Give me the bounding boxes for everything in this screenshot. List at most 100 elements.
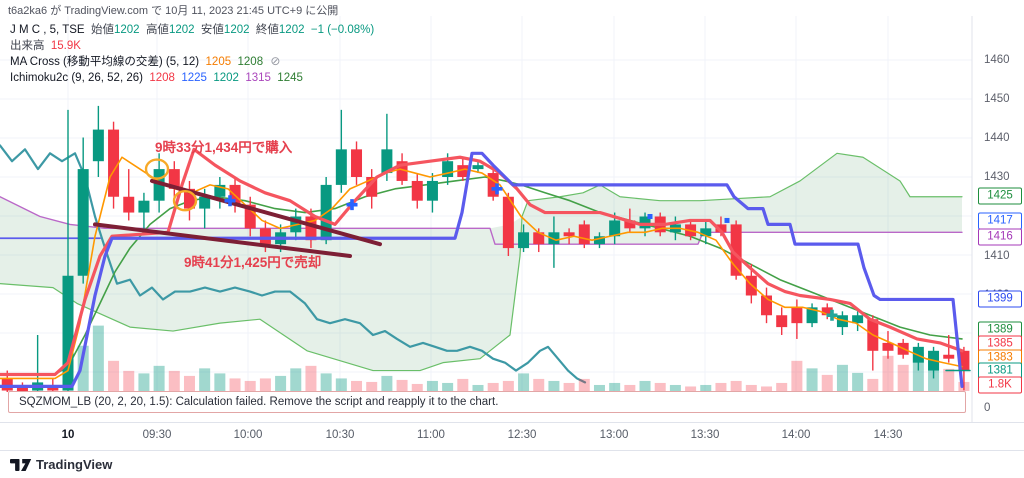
dot-marker[interactable] [724,217,730,223]
candle [700,228,712,237]
price-badge: 1.8K [978,376,1022,394]
candle [776,315,788,328]
candle [396,161,408,181]
time-tick-label: 13:30 [690,429,720,441]
price-axis[interactable]: 1460145014401430141014000142514171416139… [972,16,1024,422]
candle [715,224,727,233]
chart-legend: J M C , 5, TSE 始値1202 高値1202 安値1202 終値12… [10,23,374,86]
volume-bar [730,380,742,391]
volume-bar [669,384,681,391]
volume-bar [821,374,833,391]
plus-marker[interactable] [491,183,503,195]
volume-bar [426,380,438,391]
candle [624,220,636,229]
volume-bar [411,383,423,391]
footer: TradingView [0,451,1024,478]
volume-bar [351,380,363,391]
volume-bar [578,378,590,391]
volume-bar [366,381,378,391]
candle [791,307,803,324]
volume-bar [214,373,226,391]
candle [563,232,575,237]
eye-off-icon[interactable]: ⊘ [270,54,281,68]
candle [62,275,74,391]
volume-bar [305,365,317,391]
candle [502,196,514,249]
plus-marker[interactable] [224,195,236,207]
volume-bar [472,384,484,391]
tradingview-logo-icon[interactable] [10,458,32,472]
candle [335,149,347,185]
candle [836,315,848,328]
time-axis[interactable]: 10 09:30 10:00 10:30 11:00 12:30 13:00 13:30 14:… [0,423,1024,450]
volume-bar [381,375,393,391]
volume-bar [715,382,727,391]
circle-marker[interactable] [172,189,198,212]
candle [138,200,150,213]
candle [47,386,59,391]
candle [351,149,363,177]
candle [761,295,773,316]
time-tick-label: 10:30 [325,429,355,441]
legend-ichimoku-row[interactable]: Ichimoku2c (9, 26, 52, 26) 1208 1225 120… [10,71,303,84]
candle [214,184,226,197]
candle [518,232,530,249]
buy-annotation[interactable]: 9時33分1,434円で購入 [155,140,293,155]
time-tick-label: 10 [61,429,75,441]
candle [1,378,13,391]
candle [958,350,970,371]
plus-marker[interactable] [346,199,358,211]
time-tick-label: 09:30 [142,429,172,441]
legend-symbol-row[interactable]: J M C , 5, TSE 始値1202 高値1202 安値1202 終値12… [10,24,375,36]
candle [16,386,28,392]
indicator-error-message[interactable]: SQZMOM_LB (20, 2, 20, 1.5): Calculation … [8,391,966,413]
candle [548,232,560,245]
volume-bar [457,378,469,391]
tradingview-brand-text[interactable]: TradingView [36,457,113,472]
volume-bar [77,345,89,391]
volume-bar [867,378,879,391]
circle-marker[interactable] [144,158,170,180]
candle [533,232,545,245]
candle [305,216,317,241]
candle [639,216,651,229]
symbol-title: J M C , 5, TSE [10,24,85,36]
candle [366,177,378,197]
trendline-lower[interactable] [93,222,352,258]
legend-volume-row[interactable]: 出来高 15.9K [10,39,81,52]
sell-annotation[interactable]: 9時41分1,425円で売却 [184,255,322,270]
plot-area[interactable] [0,16,972,422]
time-tick-label: 14:00 [781,429,811,441]
candle [943,354,955,359]
price-badge: 1416 [978,228,1022,246]
volume-bar [168,370,180,391]
price-badge: 1383 [978,349,1022,367]
candle [487,173,499,197]
volume-bar [199,368,211,391]
candle [123,196,135,213]
volume-bar [259,378,271,391]
candle [411,180,423,201]
volume-bar [882,355,894,391]
time-tick-label: 12:30 [507,429,537,441]
time-tick-label: 13:00 [599,429,629,441]
volume-bar [502,380,514,391]
volume-bar [290,368,302,391]
trade-markers [144,158,838,321]
dot-marker[interactable] [647,214,653,219]
time-tick-label: 11:00 [417,429,445,441]
price-tick-label: 1410 [984,250,1010,262]
volume-bars [1,311,970,391]
legend-ma-cross-row[interactable]: MA Cross (移動平均線の交差) (5, 12) 1205 1208 ⊘ [10,54,281,68]
publish-info-bar: t6a2ka6 が TradingView.com で 10月 11, 2023… [0,0,1024,17]
volume-bar [791,360,803,391]
ichimoku-title: Ichimoku2c (9, 26, 52, 26) [10,71,143,84]
plus-marker[interactable] [826,309,838,321]
change-value: −1 (−0.08%) [310,24,375,36]
volume-bar [912,352,924,391]
candle [92,129,104,162]
volume-bar [92,325,104,391]
volume-bar [487,382,499,391]
